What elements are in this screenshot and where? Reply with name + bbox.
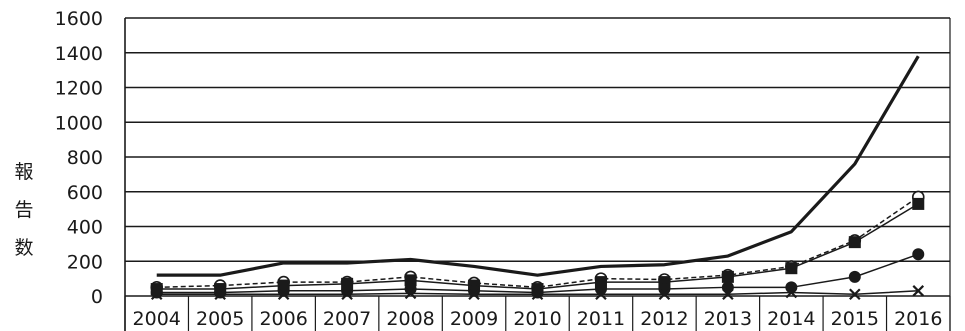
y-tick-label: 1400 [55, 43, 103, 65]
data-point-x [150, 288, 163, 301]
data-point-x [214, 288, 226, 301]
x-tick-label: 2007 [323, 308, 371, 330]
y-tick-label: 400 [67, 217, 103, 239]
data-point-circle [277, 284, 290, 297]
y-tick-label: 1600 [55, 8, 103, 30]
data-point-square [848, 236, 861, 249]
series-markers [150, 190, 925, 301]
data-point-circle [150, 286, 163, 299]
data-point-x [658, 288, 671, 301]
series-line-1 [156, 55, 920, 277]
data-point-x [468, 288, 480, 301]
data-point-x [912, 285, 925, 297]
data-point-square [912, 197, 925, 210]
x-tick-label: 2008 [386, 308, 434, 330]
data-point-circle [531, 286, 544, 299]
x-tick-label: 2009 [450, 308, 498, 330]
y-tick-label: 1000 [55, 112, 103, 134]
data-point-circle [468, 284, 481, 297]
x-tick-label: 2004 [133, 308, 181, 330]
series-lines [156, 55, 920, 296]
grid-lines [124, 17, 951, 331]
y-tick-label: 1200 [55, 78, 103, 100]
x-tick-label: 2012 [640, 308, 688, 330]
y-axis-label-char: 告 [14, 199, 33, 221]
data-point-circle [848, 270, 861, 283]
data-point-square [404, 274, 417, 287]
data-point-x [531, 288, 544, 301]
data-point-circle [214, 286, 227, 299]
x-tick-label: 2016 [894, 308, 942, 330]
x-tick-label: 2005 [196, 308, 244, 330]
data-point-x [722, 288, 734, 301]
y-tick-label: 800 [67, 147, 103, 169]
data-point-circle [404, 283, 417, 296]
data-point-x [341, 288, 353, 301]
x-tick-label: 2006 [259, 308, 307, 330]
x-tick-label: 2015 [831, 308, 879, 330]
data-point-circle [341, 284, 354, 297]
x-tick-label: 2013 [704, 308, 752, 330]
data-point-x [785, 286, 798, 299]
data-point-x [404, 287, 417, 300]
x-axis-category-cells: 2004 2005 2006 2007 2008 2009 2010 2011 2012 2013… [124, 295, 951, 331]
y-tick-label: 200 [67, 251, 103, 273]
x-tick-label: 2011 [577, 308, 625, 330]
x-tick-label: 2014 [767, 308, 815, 330]
y-axis-ticks: 0 200 400 600 800 1000 1200 1400 1600 [55, 8, 103, 308]
data-point-x [849, 288, 861, 301]
y-tick-label: 0 [91, 286, 103, 308]
x-tick-label: 2010 [513, 308, 561, 330]
data-point-circle [912, 248, 925, 261]
y-axis-label-char: 報 [14, 161, 33, 183]
data-point-square [785, 262, 798, 275]
y-axis-label-char: 数 [14, 237, 33, 259]
y-axis-label: 報告数 [14, 161, 33, 259]
y-tick-label: 600 [67, 182, 103, 204]
data-point-x [595, 288, 607, 301]
data-point-x [277, 288, 290, 301]
data-point-square [721, 270, 734, 283]
